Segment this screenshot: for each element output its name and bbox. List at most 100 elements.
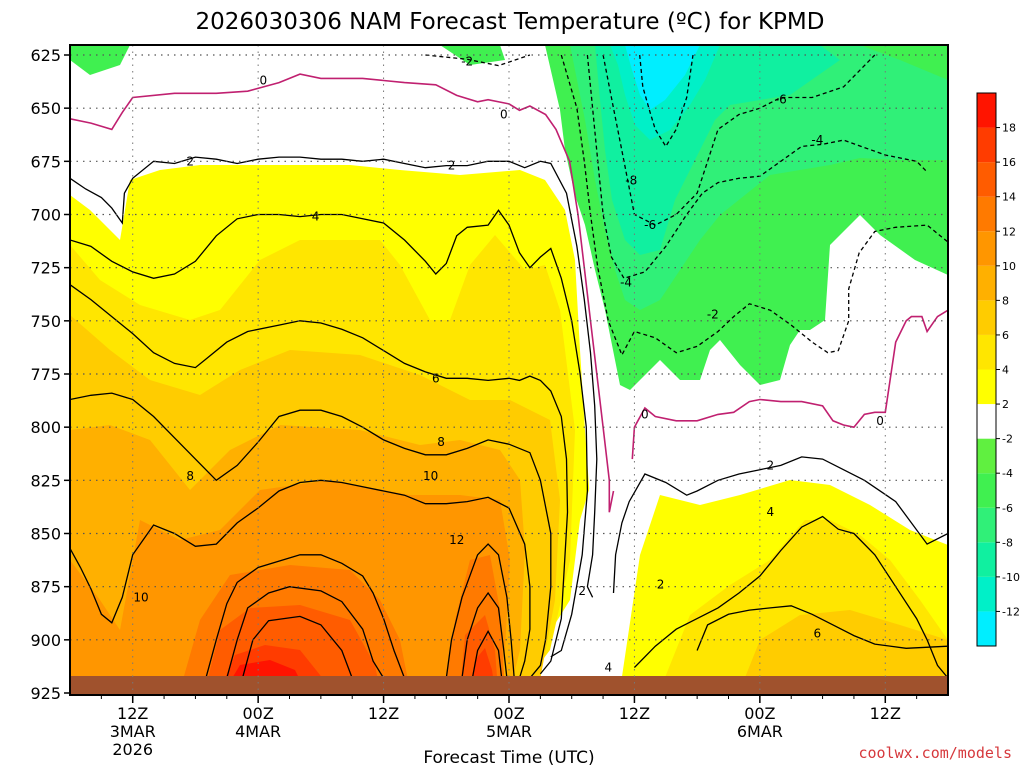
colorbar-label: 16: [1002, 156, 1016, 169]
contour-12: [445, 543, 515, 679]
y-tick-label: 825: [30, 471, 61, 490]
ground-surface: [70, 676, 948, 695]
colorbar-label: 2: [1002, 398, 1009, 411]
colorbar-segment: [977, 162, 996, 197]
x-tick-date: 5MAR: [486, 722, 532, 741]
band-orange-6-right: [740, 610, 948, 690]
y-tick-label: 700: [30, 206, 61, 225]
x-tick-label: 12Z: [368, 704, 399, 723]
colorbar-label: 4: [1002, 364, 1009, 377]
y-tick-label: 875: [30, 578, 61, 597]
contour-label: -2: [707, 307, 719, 321]
contour-label: 0: [876, 414, 884, 428]
x-tick-label: 12Z: [117, 704, 148, 723]
colorbar-label: -8: [1002, 536, 1013, 549]
contour-2: [70, 156, 598, 598]
contour-4: [70, 209, 589, 658]
colorbar-segment: [977, 611, 996, 646]
x-tick-label: 00Z: [493, 704, 524, 723]
grid-lines: [70, 45, 948, 695]
colorbar-label: 10: [1002, 260, 1016, 273]
colorbar-segment: [977, 231, 996, 266]
plot-area: 0 0 0 0 -2 -2 -4 -4 -6 -6 -8 2 2 2 2 2 4 4 4 6 6 8 8 10 10 12: [70, 45, 948, 695]
colorbar-segment: [977, 473, 996, 508]
band-white-mid: [570, 345, 948, 620]
contour-label: 6: [814, 626, 822, 640]
colorbar-segment: [977, 576, 996, 612]
contour-label: 0: [260, 74, 268, 88]
contour--2: [425, 54, 531, 67]
contour-6: [696, 605, 948, 651]
colorbar-segment: [977, 404, 996, 439]
contour-16: [471, 629, 503, 679]
contour--8: [639, 54, 694, 148]
temperature-bands: [70, 45, 948, 690]
y-tick-label: 925: [30, 684, 61, 703]
x-tick-date: 4MAR: [235, 722, 281, 741]
contour-label: 8: [437, 435, 445, 449]
contour-label: -4: [620, 276, 632, 290]
contour-10: [70, 479, 531, 679]
contour-label: -4: [811, 133, 823, 147]
y-tick-label: 800: [30, 418, 61, 437]
y-tick-label: 725: [30, 259, 61, 278]
contour-label: 0: [500, 108, 508, 122]
y-tick-label: 675: [30, 152, 61, 171]
contour-14: [226, 586, 385, 679]
y-tick-label: 750: [30, 312, 61, 331]
contour-label: 2: [766, 458, 774, 472]
y-axis: 625 650 675 700 725 750 775 800 825 850 875 900 925: [30, 46, 70, 703]
y-tick-label: 900: [30, 631, 61, 650]
contour-label: 4: [604, 660, 612, 674]
x-tick-label: 00Z: [744, 704, 775, 723]
contour-labels: 0 0 0 0 -2 -2 -4 -4 -6 -6 -8 2 2 2 2 2 4 4 4 6 6 8 8 10 10 12: [133, 54, 883, 674]
y-tick-label: 775: [30, 365, 61, 384]
colorbar-label: -12: [1002, 605, 1020, 618]
contour-0: [70, 73, 615, 513]
colorbar-label: 6: [1002, 329, 1009, 342]
contour-0: [631, 309, 948, 460]
contour-label: 10: [423, 469, 438, 483]
contour-label: 12: [449, 533, 464, 547]
contour-label: 4: [766, 505, 774, 519]
y-tick-label: 850: [30, 525, 61, 544]
colorbar: -12 -10 -8 -6 -4 -2 2 4 6 8 10 12 14 16 18: [976, 92, 1020, 647]
colorbar-segment: [977, 196, 996, 232]
colorbar-segment: [977, 265, 996, 301]
contour-label: 10: [133, 590, 148, 604]
colorbar-segment: [977, 438, 996, 474]
band-green-topmid: [440, 45, 505, 65]
contour-label: 2: [578, 584, 586, 598]
y-tick-label: 650: [30, 99, 61, 118]
colorbar-label: -2: [1002, 433, 1013, 446]
colorbar-segment: [977, 334, 996, 370]
x-tick-label: 12Z: [619, 704, 650, 723]
x-tick-date: 6MAR: [737, 722, 783, 741]
chart-title: 2026030306 NAM Forecast Temperature (ºC)…: [196, 9, 825, 35]
band-green-topleft: [70, 45, 130, 75]
colorbar-segment: [977, 542, 996, 577]
x-tick-label: 00Z: [242, 704, 273, 723]
contour-label: -6: [644, 218, 656, 232]
colorbar-segment: [977, 369, 996, 405]
x-axis-label: Forecast Time (UTC): [423, 748, 594, 768]
contour--6: [602, 54, 876, 226]
contour-label: 6: [432, 371, 440, 385]
x-tick-year: 2026: [112, 740, 153, 759]
colorbar-label: 18: [1002, 122, 1016, 135]
colorbar-label: 12: [1002, 225, 1016, 238]
x-tick-label: 12Z: [870, 704, 901, 723]
source-credit: coolwx.com/models: [858, 744, 1012, 762]
colorbar-label: 8: [1002, 294, 1009, 307]
contour-label: -2: [461, 54, 473, 68]
contour-label: 0: [641, 407, 649, 421]
contour-lines: [70, 54, 948, 679]
contour-label: 4: [312, 210, 320, 224]
colorbar-label: -10: [1002, 571, 1020, 584]
contour--2: [560, 54, 948, 357]
colorbar-segment: [977, 507, 996, 543]
colorbar-label: -6: [1002, 502, 1013, 515]
band-cyan-minus10: [625, 45, 700, 110]
